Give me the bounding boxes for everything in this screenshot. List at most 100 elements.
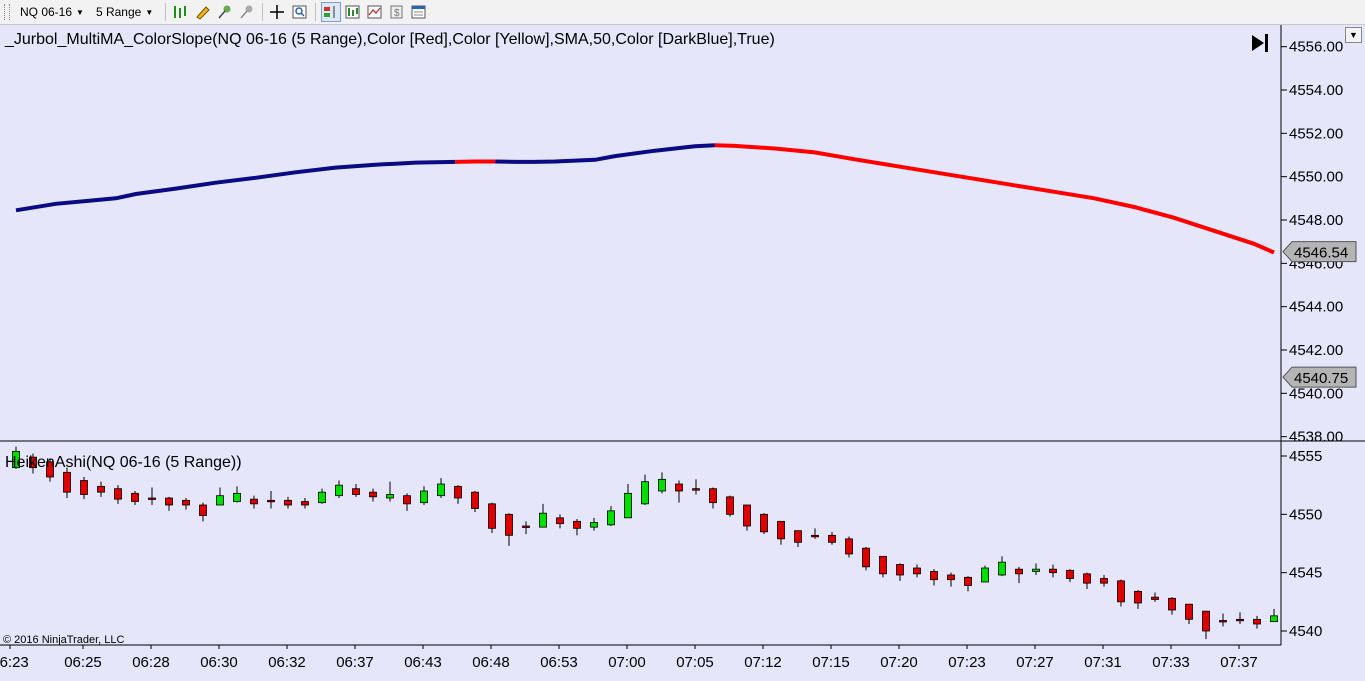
candle-body <box>1083 573 1091 584</box>
candle <box>369 488 377 502</box>
candle-body <box>267 499 275 503</box>
price-axis-heikenashi[interactable]: 4540 4545 4550 4555 <box>1281 448 1322 640</box>
pin-button[interactable] <box>215 2 235 22</box>
candle-body <box>539 512 547 528</box>
candle <box>930 569 938 586</box>
price-tick-label: 4538.00 <box>1289 429 1343 446</box>
candle-body <box>590 522 598 528</box>
candle <box>947 572 955 587</box>
candle <box>522 521 530 535</box>
pin-remove-button[interactable] <box>237 2 257 22</box>
candle-body <box>1168 597 1176 611</box>
price-axis-ma[interactable]: 4538.004540.004542.004544.004546.004548.… <box>1281 39 1343 446</box>
candle-body <box>182 499 190 506</box>
candle <box>862 547 870 571</box>
candle-body <box>964 576 972 586</box>
candle-body <box>726 496 734 515</box>
time-tick-label: 06:43 <box>404 654 442 671</box>
time-tick-label: 06:37 <box>336 654 374 671</box>
candle <box>318 488 326 504</box>
zoom-icon <box>292 5 307 19</box>
instrument-label: NQ 06-16 <box>20 5 73 19</box>
candle <box>1117 579 1125 607</box>
candle <box>148 487 156 505</box>
chart-area[interactable]: _Jurbol_MultiMA_ColorSlope(NQ 06-16 (5 R… <box>0 25 1365 681</box>
candle-body <box>1185 603 1193 620</box>
data-box-button[interactable] <box>343 2 363 22</box>
candle <box>777 520 785 545</box>
candle <box>403 493 411 511</box>
candle-body <box>556 517 564 525</box>
crosshair-button[interactable] <box>268 2 288 22</box>
candle <box>760 513 768 535</box>
candle <box>658 472 666 494</box>
chart-menu-button[interactable]: ▼ <box>1345 27 1362 43</box>
candle <box>1049 564 1057 578</box>
time-tick-label: 07:27 <box>1016 654 1054 671</box>
candle <box>624 484 632 519</box>
price-tick-label: 4550 <box>1289 506 1322 523</box>
ma-line-segment <box>714 143 1275 255</box>
candle <box>301 498 309 509</box>
candle <box>386 481 394 502</box>
time-tick-label: 07:23 <box>948 654 986 671</box>
time-axis[interactable]: 06:23 06:25 06:28 06:30 06:32 06:37 06:43 06:48… <box>0 645 1258 671</box>
candle-body <box>454 485 462 499</box>
toolbar-grip[interactable] <box>4 4 10 20</box>
ma-indicator-label: _Jurbol_MultiMA_ColorSlope(NQ 06-16 (5 R… <box>4 31 775 48</box>
chevron-down-icon: ▼ <box>1349 30 1358 40</box>
price-tick-label: 4544.00 <box>1289 299 1343 316</box>
candle <box>1151 592 1159 602</box>
candle-body <box>352 488 360 495</box>
period-selector[interactable]: 5 Range ▼ <box>92 2 157 22</box>
indicators-button[interactable] <box>365 2 385 22</box>
price-tick-label: 4540 <box>1289 623 1322 640</box>
properties-icon <box>411 5 426 19</box>
candle-body <box>80 480 88 495</box>
ma-line-segment <box>15 159 456 213</box>
candle <box>794 530 802 547</box>
chart-trader-button[interactable] <box>321 2 342 22</box>
zoom-button[interactable] <box>290 2 310 22</box>
candle-body <box>1202 610 1210 632</box>
candle <box>182 498 190 510</box>
candle-body <box>743 504 751 527</box>
strategies-button[interactable]: $ <box>387 2 407 22</box>
candle-body <box>148 497 156 500</box>
candle-body <box>692 488 700 491</box>
time-tick-label: 06:32 <box>268 654 306 671</box>
candle-body <box>46 461 54 478</box>
time-tick-label: 07:20 <box>880 654 918 671</box>
properties-button[interactable] <box>409 2 429 22</box>
candle <box>131 491 139 505</box>
candle <box>216 487 224 506</box>
candle <box>97 481 105 497</box>
candle <box>1168 597 1176 615</box>
candle <box>63 467 71 498</box>
candle <box>1083 572 1091 589</box>
draw-button[interactable] <box>193 2 213 22</box>
copyright-text: © 2016 NinjaTrader, LLC <box>3 634 124 646</box>
candle <box>335 480 343 498</box>
candle-body <box>505 513 513 536</box>
candle <box>1236 612 1244 624</box>
candle-body <box>947 574 955 581</box>
play-end-bar <box>1265 34 1268 52</box>
candle-body <box>811 534 819 538</box>
candle <box>879 555 887 578</box>
scroll-to-end-button[interactable] <box>1246 31 1274 55</box>
draw-pencil-icon <box>196 6 210 20</box>
candle-body <box>165 497 173 506</box>
chevron-down-icon: ▼ <box>145 7 154 17</box>
instrument-selector[interactable]: NQ 06-16 ▼ <box>16 2 88 22</box>
time-tick-label: 06:23 <box>0 654 29 671</box>
toolbar-divider <box>262 3 264 21</box>
candle <box>726 495 734 517</box>
candle-body <box>1151 596 1159 600</box>
candle <box>811 528 819 539</box>
candle-body <box>981 567 989 583</box>
ma-panel <box>15 143 1275 255</box>
bar-type-button[interactable] <box>171 2 191 22</box>
candle-body <box>794 530 802 543</box>
candle <box>641 474 649 505</box>
